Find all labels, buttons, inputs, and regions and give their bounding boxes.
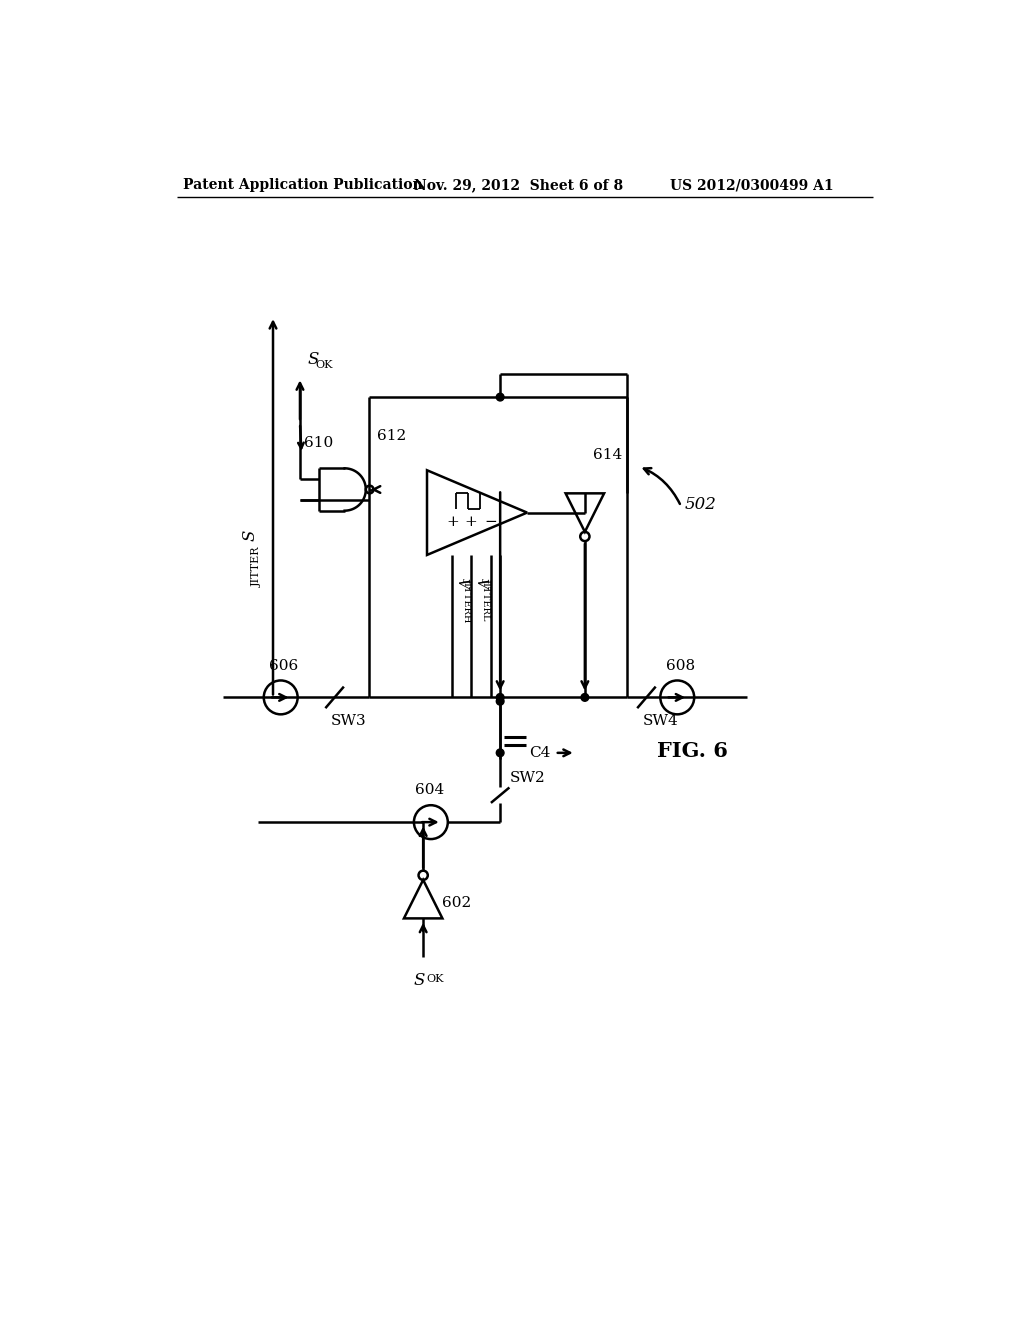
Text: US 2012/0300499 A1: US 2012/0300499 A1	[670, 178, 834, 193]
Text: JITTERL: JITTERL	[481, 578, 490, 620]
Circle shape	[497, 748, 504, 756]
Text: 612: 612	[377, 429, 407, 442]
Circle shape	[497, 393, 504, 401]
Text: 606: 606	[269, 659, 298, 673]
Text: V: V	[473, 578, 487, 587]
Text: +: +	[446, 515, 459, 529]
Text: JITTERH: JITTERH	[463, 578, 472, 623]
Text: S: S	[242, 531, 258, 541]
Text: S: S	[307, 351, 319, 368]
Text: FIG. 6: FIG. 6	[657, 742, 728, 762]
Text: −: −	[484, 515, 498, 529]
Text: 608: 608	[666, 659, 695, 673]
Text: S: S	[414, 973, 425, 989]
Circle shape	[497, 697, 504, 705]
Text: +: +	[465, 515, 477, 529]
Text: 602: 602	[442, 896, 472, 909]
Text: SW3: SW3	[331, 714, 367, 729]
Text: SW2: SW2	[509, 771, 545, 785]
Text: 604: 604	[416, 784, 444, 797]
Text: OK: OK	[315, 360, 333, 370]
Text: OK: OK	[426, 974, 443, 983]
Text: Patent Application Publication: Patent Application Publication	[183, 178, 423, 193]
Text: C4: C4	[529, 746, 551, 760]
Text: V: V	[455, 578, 469, 587]
Text: 610: 610	[304, 437, 333, 450]
Text: JITTER: JITTER	[252, 546, 262, 587]
Text: SW4: SW4	[643, 714, 678, 729]
Text: Nov. 29, 2012  Sheet 6 of 8: Nov. 29, 2012 Sheet 6 of 8	[414, 178, 623, 193]
Text: 614: 614	[593, 447, 622, 462]
Circle shape	[581, 693, 589, 701]
Text: 502: 502	[685, 496, 717, 513]
Circle shape	[497, 693, 504, 701]
